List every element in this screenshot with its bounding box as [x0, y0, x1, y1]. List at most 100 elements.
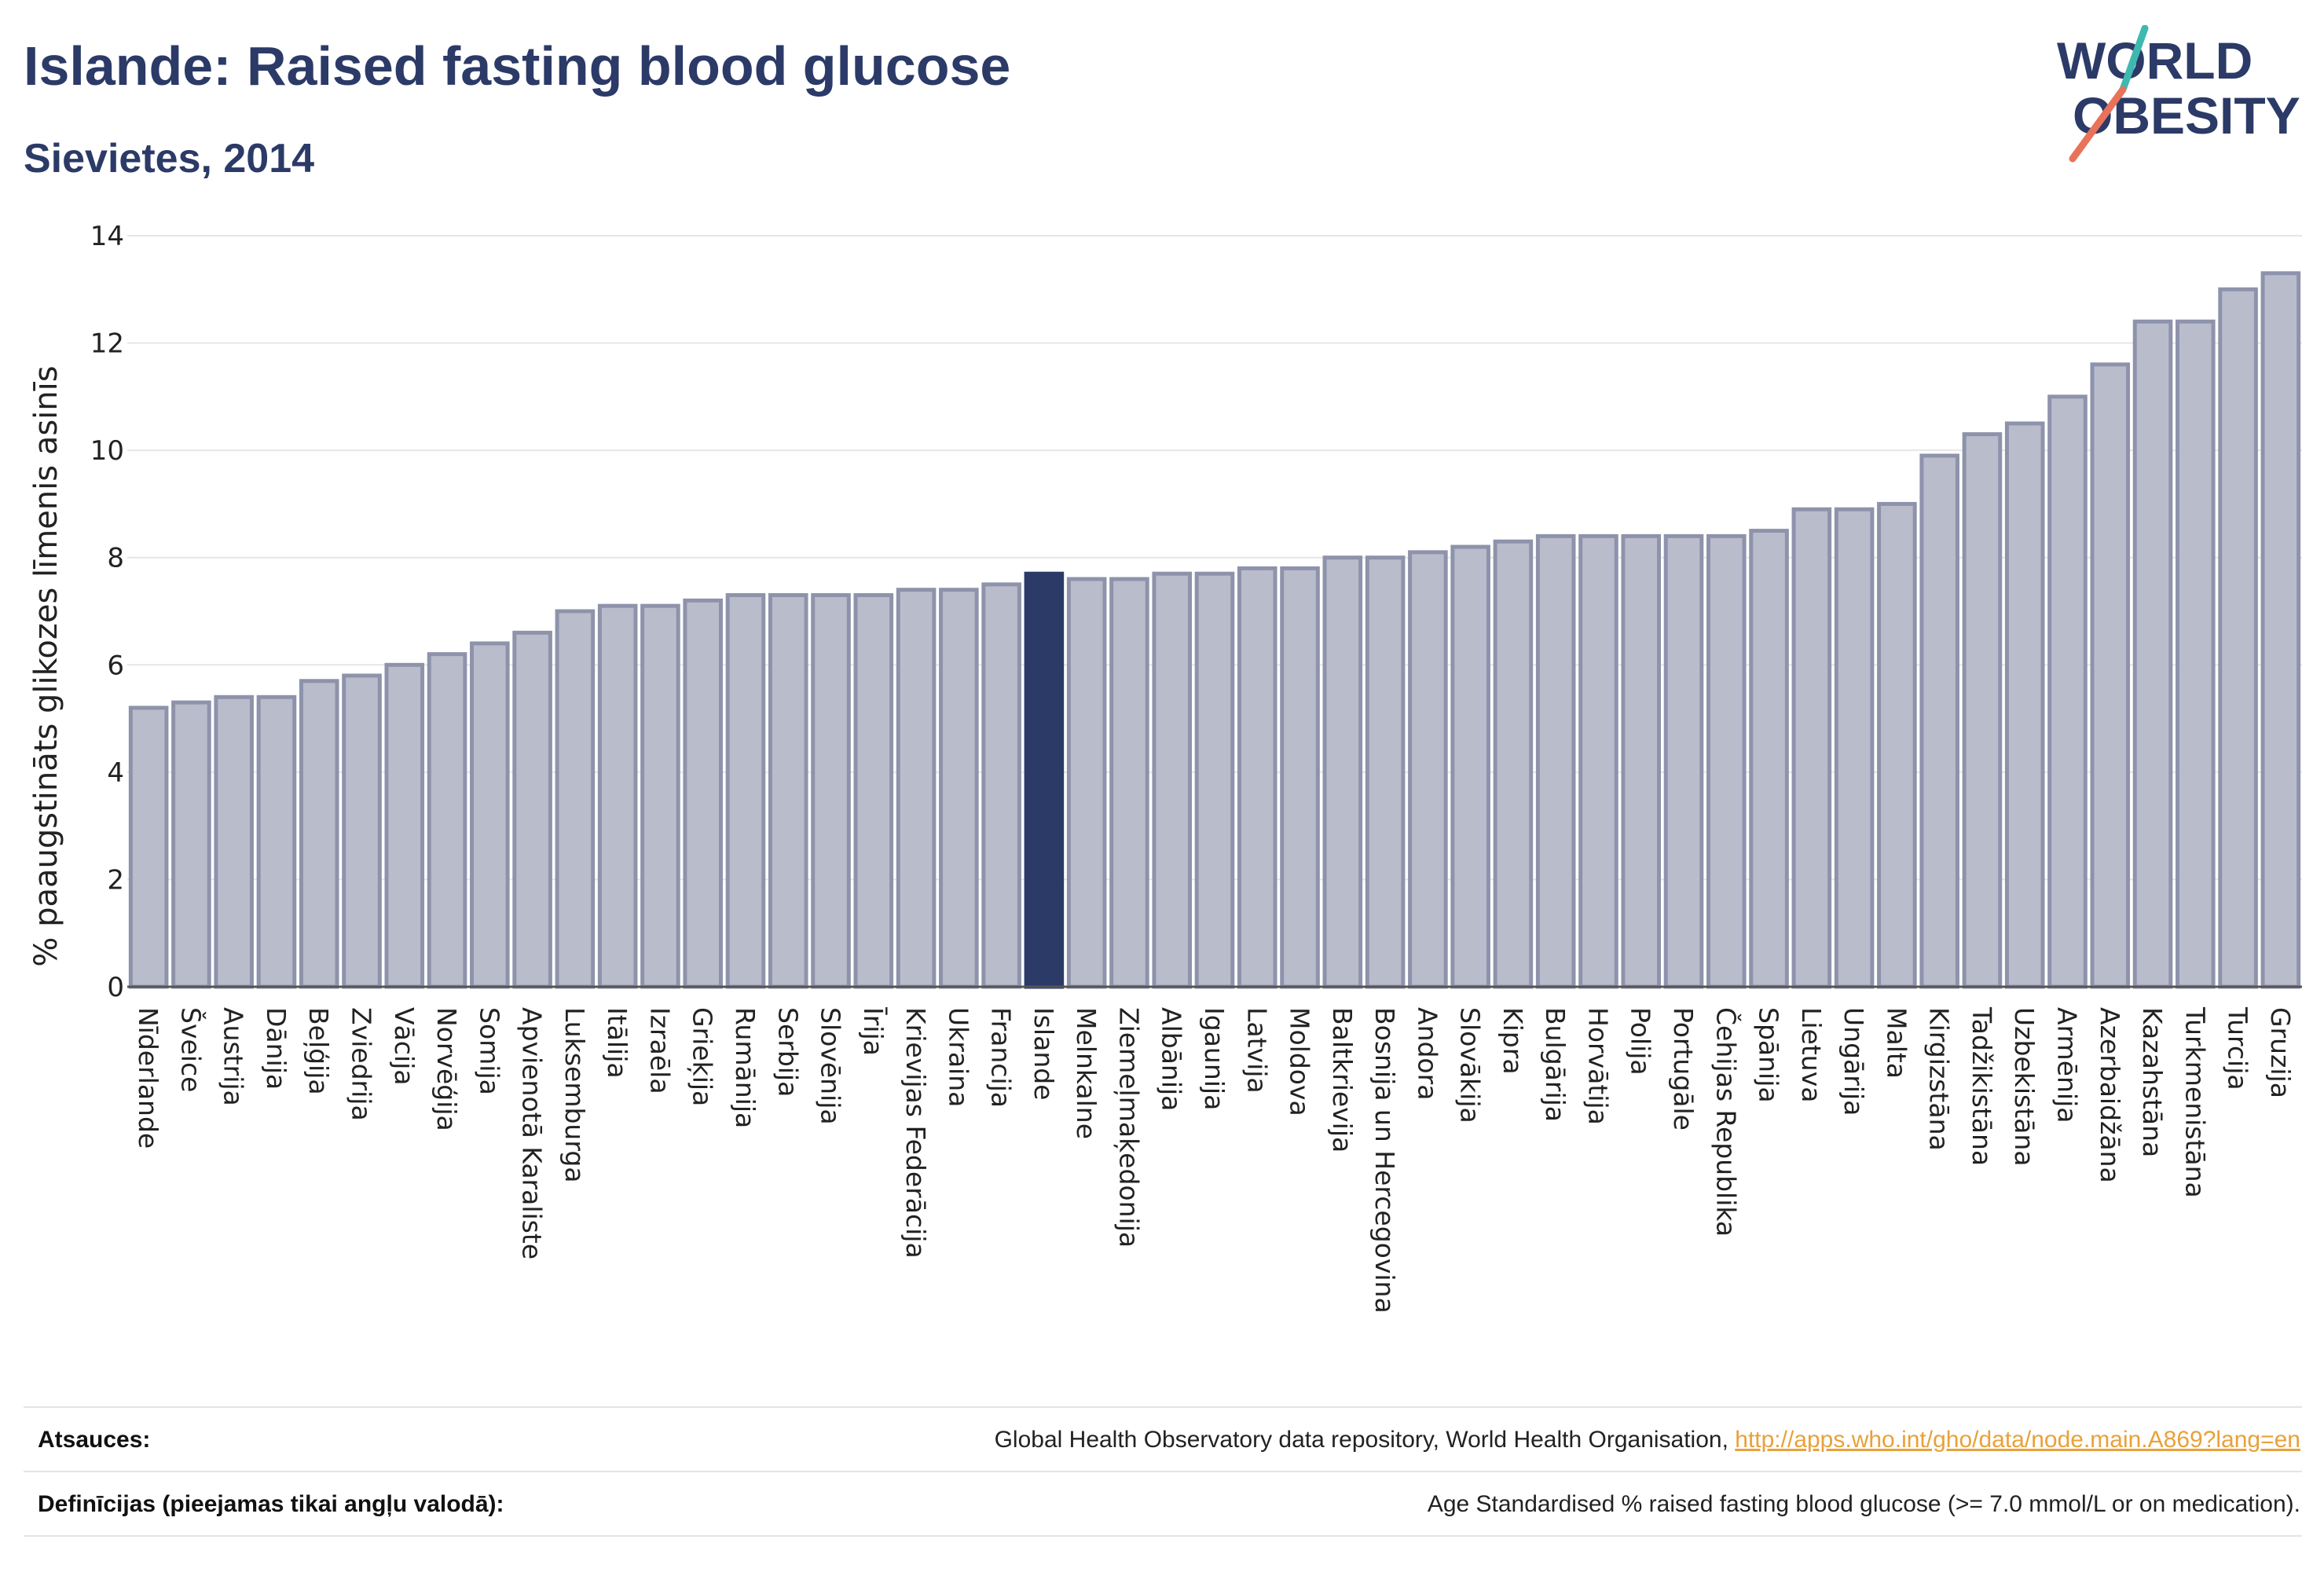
- bar: [384, 662, 425, 989]
- y-tick-label: 12: [90, 328, 124, 360]
- bar: [1535, 533, 1576, 989]
- x-tick-label: Izraēla: [644, 1007, 675, 1094]
- bar: [1322, 555, 1363, 989]
- x-tick-label: Īrija: [858, 1007, 889, 1056]
- bar: [1621, 533, 1662, 989]
- x-tick-label: Kazahstāna: [2137, 1007, 2168, 1157]
- footer-divider-bottom: [24, 1535, 2302, 1537]
- definitions-label: Definīcijas (pieejamas tikai angļu valod…: [38, 1491, 504, 1517]
- bar: [640, 603, 680, 989]
- x-tick-label: Šveice: [175, 1007, 207, 1092]
- x-tick-label: Slovēnija: [816, 1007, 846, 1125]
- bar: [2260, 271, 2301, 989]
- bar: [342, 673, 382, 989]
- x-tick-label: Baltkrievija: [1327, 1007, 1358, 1153]
- x-tick-label: Itālija: [602, 1007, 632, 1079]
- bar: [981, 582, 1021, 989]
- bar: [2176, 319, 2216, 989]
- y-tick-label: 6: [107, 650, 124, 681]
- x-tick-label: Latvija: [1241, 1007, 1272, 1094]
- bar: [597, 603, 638, 989]
- x-tick-label: Polija: [1626, 1007, 1656, 1076]
- x-tick-label: Islande: [1028, 1007, 1059, 1100]
- sources-value: Global Health Observatory data repositor…: [995, 1427, 2300, 1453]
- x-tick-label: Beļģija: [303, 1007, 334, 1095]
- bar: [555, 609, 596, 989]
- x-tick-label: Krievijas Federācija: [900, 1007, 931, 1259]
- bar: [512, 630, 552, 989]
- x-tick-label: Somija: [474, 1007, 504, 1095]
- x-tick-label: Andora: [1412, 1007, 1442, 1100]
- x-tick-label: Melnkalne: [1071, 1007, 1102, 1139]
- y-axis-label: % paaugstināts glikozes līmenis asinīs: [28, 365, 64, 966]
- bar: [1834, 507, 1875, 989]
- bar: [2004, 421, 2045, 989]
- x-tick-label: Francija: [986, 1007, 1017, 1108]
- x-tick-label: Ungārija: [1838, 1007, 1869, 1116]
- x-tick-label: Bulgārija: [1540, 1007, 1571, 1122]
- bar: [171, 700, 211, 989]
- sources-label: Atsauces:: [38, 1427, 151, 1453]
- bar: [1408, 550, 1448, 989]
- bar-chart: 0 2 4 6 8 10 12 14 Nīderlande Šveice Austrija Dāni…: [28, 221, 2302, 1314]
- x-tick-label: Gruzija: [2265, 1007, 2296, 1098]
- bar: [1663, 533, 1704, 989]
- bar: [768, 593, 808, 989]
- y-tick-label: 10: [90, 435, 124, 467]
- world-obesity-logo: WORLD OBESITY: [2057, 25, 2300, 163]
- bar: [853, 593, 894, 989]
- bar: [1450, 544, 1490, 989]
- bar: [214, 695, 254, 989]
- x-tick-label: Ziemeļmaķedonija: [1113, 1007, 1144, 1248]
- x-tick-label: Azerbaidžāna: [2095, 1007, 2125, 1183]
- y-tick-label: 14: [90, 221, 124, 252]
- logo-line2: OBESITY: [2073, 86, 2300, 145]
- x-tick-label: Ukraina: [943, 1007, 973, 1107]
- y-tick-label: 4: [107, 757, 124, 789]
- x-tick-label: Turkmenistāna: [2179, 1006, 2210, 1198]
- bar: [470, 641, 510, 989]
- bar: [939, 588, 979, 989]
- x-tick-label: Serbija: [772, 1007, 803, 1097]
- sources-link[interactable]: http://apps.who.int/gho/data/node.main.A…: [1735, 1427, 2300, 1453]
- x-tick-label: Apvienotā Karaliste: [517, 1007, 548, 1259]
- x-tick-label: Vācija: [389, 1007, 420, 1086]
- bar: [811, 593, 851, 989]
- logo-slash-coral: [2069, 86, 2127, 163]
- bar: [2090, 362, 2131, 989]
- x-tick-label: Horvātija: [1582, 1007, 1613, 1125]
- footer-divider-middle: [24, 1471, 2302, 1472]
- x-tick-label: Luksemburga: [559, 1007, 590, 1183]
- y-tick-label: 8: [107, 543, 124, 574]
- bar: [299, 679, 339, 989]
- bars: [128, 271, 2301, 989]
- x-tick-label: Malta: [1881, 1007, 1912, 1079]
- x-tick-label: Albānija: [1157, 1007, 1187, 1111]
- x-tick-label: Čehijas Republika: [1710, 1007, 1742, 1237]
- x-tick-label: Uzbekistāna: [2009, 1007, 2040, 1167]
- bar: [1578, 533, 1618, 989]
- x-tick-label: Austrija: [218, 1007, 249, 1106]
- y-tick-label: 0: [107, 972, 124, 1003]
- x-tick-label: Zviedrija: [346, 1007, 377, 1121]
- x-tick-label: Slovākija: [1455, 1007, 1486, 1123]
- x-tick-labels: Nīderlande Šveice Austrija Dānija Beļģija Zvi…: [133, 1006, 2296, 1314]
- x-tick-label: Tadžikistāna: [1967, 1006, 1997, 1166]
- bar: [1791, 507, 1832, 989]
- bar: [1706, 533, 1747, 989]
- definitions-text: Age Standardised % raised fasting blood …: [1427, 1491, 2300, 1517]
- bar: [1280, 566, 1320, 989]
- bar: [1493, 539, 1534, 989]
- x-tick-label: Igaunija: [1199, 1007, 1230, 1110]
- x-tick-label: Grieķija: [687, 1007, 718, 1106]
- footer-divider-top: [24, 1406, 2302, 1408]
- bar: [1109, 577, 1149, 989]
- x-tick-label: Dānija: [261, 1007, 291, 1090]
- y-tick-label: 2: [107, 864, 124, 896]
- bar: [1066, 577, 1107, 989]
- bar: [1749, 529, 1789, 989]
- bar: [1152, 571, 1193, 989]
- chart-subtitle: Sievietes, 2014: [24, 136, 315, 181]
- bar: [2132, 319, 2173, 989]
- x-tick-label: Lietuva: [1796, 1007, 1827, 1102]
